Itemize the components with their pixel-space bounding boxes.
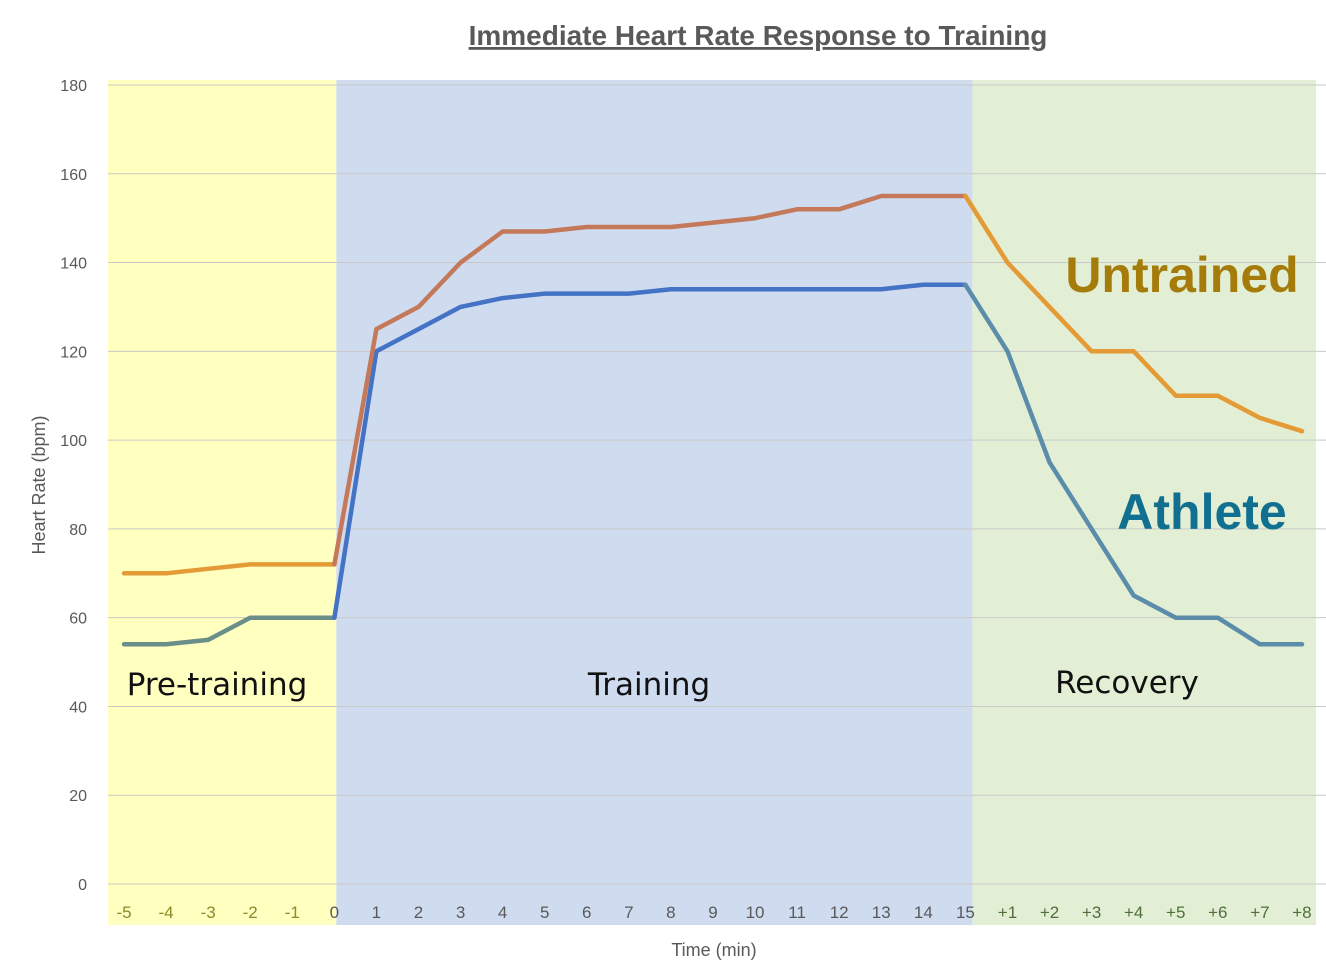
- series-lines: [121, 193, 1305, 647]
- x-tick-label: +1: [998, 903, 1017, 922]
- y-tick-label: 20: [69, 788, 87, 805]
- chart-title: Immediate Heart Rate Response to Trainin…: [469, 20, 1048, 51]
- phase-band-training: [336, 80, 973, 925]
- x-tick-label: 8: [666, 903, 675, 922]
- x-tick-label: -2: [243, 903, 258, 922]
- gridlines: [108, 84, 1326, 885]
- phase-band-pre-training: [108, 80, 337, 925]
- y-tick-label: 60: [69, 611, 87, 628]
- y-tick-label: 140: [60, 256, 87, 273]
- x-axis-label: Time (min): [671, 940, 756, 960]
- x-tick-label: 9: [708, 903, 717, 922]
- y-axis-label: Heart Rate (bpm): [29, 415, 49, 554]
- series-line-athlete-train: [332, 282, 968, 620]
- series-label-untrained: Untrained: [1065, 247, 1298, 303]
- x-tick-label: 0: [330, 903, 339, 922]
- phase-label-recovery: Recovery: [1055, 665, 1199, 701]
- x-tick-label: 6: [582, 903, 591, 922]
- y-tick-label: 0: [78, 877, 87, 894]
- phase-band-recovery: [972, 80, 1316, 925]
- series-line-athlete-pre: [121, 615, 337, 647]
- phase-label-training: Training: [587, 667, 710, 703]
- x-tick-label: +4: [1124, 903, 1143, 922]
- x-tick-label: 3: [456, 903, 465, 922]
- x-tick-label: 1: [372, 903, 381, 922]
- phase-bands: [108, 80, 1316, 925]
- series-label-athlete: Athlete: [1117, 484, 1286, 540]
- series-line-athlete-recovery: [963, 282, 1305, 647]
- x-tick-label: -5: [116, 903, 131, 922]
- x-tick-label: 2: [414, 903, 423, 922]
- x-tick-label: 12: [830, 903, 849, 922]
- phase-labels: Pre-training Training Recovery: [127, 665, 1199, 703]
- x-tick-label: +2: [1040, 903, 1059, 922]
- x-tick-label: -4: [159, 903, 174, 922]
- x-tick-label: 4: [498, 903, 507, 922]
- y-tick-label: 40: [69, 699, 87, 716]
- y-tick-label: 80: [69, 522, 87, 539]
- x-axis-ticks: -5 -4 -3 -2 -1 0 1 2 3 4 5 6 7 8 9 10 11 12 13 14 15 +1 +2 +3 +4…: [116, 903, 1311, 922]
- x-tick-label: 13: [872, 903, 891, 922]
- x-tick-label: +8: [1292, 903, 1311, 922]
- x-tick-label: 10: [746, 903, 765, 922]
- y-axis-ticks: 0 20 40 60 80 100 120 140 160 180: [60, 78, 87, 894]
- x-tick-label: 14: [914, 903, 933, 922]
- y-tick-label: 180: [60, 78, 87, 95]
- x-tick-label: +5: [1166, 903, 1185, 922]
- x-tick-label: +7: [1250, 903, 1269, 922]
- x-tick-label: +3: [1082, 903, 1101, 922]
- y-tick-label: 160: [60, 167, 87, 184]
- series-line-untrained-recovery: [963, 193, 1305, 434]
- y-tick-label: 120: [60, 344, 87, 361]
- series-line-untrained-pre: [121, 562, 337, 576]
- x-tick-label: 5: [540, 903, 549, 922]
- x-tick-label: 11: [788, 903, 806, 922]
- x-tick-label: +6: [1208, 903, 1227, 922]
- x-tick-label: 7: [624, 903, 633, 922]
- phase-label-pre-training: Pre-training: [127, 667, 308, 703]
- series-line-untrained-train: [332, 193, 968, 567]
- x-tick-label: -3: [201, 903, 216, 922]
- series-labels: Untrained Athlete: [1065, 247, 1298, 540]
- x-tick-label: -1: [285, 903, 300, 922]
- y-tick-label: 100: [60, 433, 87, 450]
- x-tick-label: 15: [956, 903, 975, 922]
